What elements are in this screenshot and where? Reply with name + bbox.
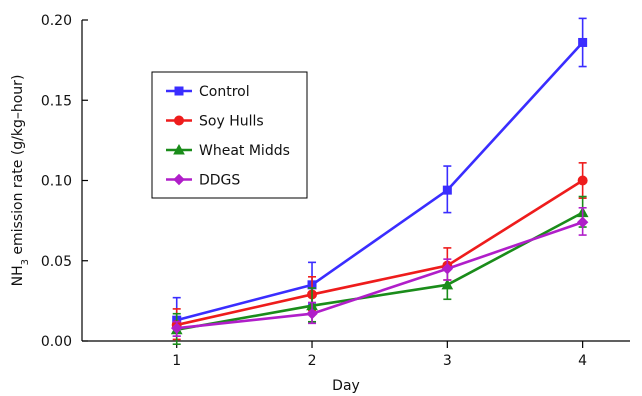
y-axis-title-rest: emission rate (g/kg–hour) xyxy=(10,75,26,259)
x-tick-label: 4 xyxy=(578,353,587,369)
legend-item-control: Control xyxy=(166,84,250,100)
legend-label: Soy Hulls xyxy=(199,114,264,130)
series-layer xyxy=(170,17,589,346)
y-axis-title-main: NH xyxy=(10,265,26,286)
x-tick-label: 1 xyxy=(172,353,181,369)
data-point-ddgs xyxy=(306,308,318,320)
data-point-control xyxy=(442,185,452,195)
legend-item-wheat-midds: Wheat Midds xyxy=(166,143,290,159)
legend-swatch-marker xyxy=(174,115,184,126)
axes: 0.00 0.05 0.10 0.15 0.20 1 2 3 4 xyxy=(41,13,630,369)
x-tick-label: 2 xyxy=(308,353,317,369)
series-line-soy-hulls xyxy=(176,179,584,327)
y-axis-title: NH3 emission rate (g/kg–hour) xyxy=(10,75,31,287)
legend-item-ddgs: DDGS xyxy=(166,173,240,189)
legend-label: Control xyxy=(199,84,250,100)
y-tick-label: 0.00 xyxy=(41,334,72,350)
data-point-wheat-midds xyxy=(441,278,454,290)
data-point-ddgs xyxy=(171,322,183,334)
y-tick-label: 0.20 xyxy=(41,13,72,29)
legend-label: Wheat Midds xyxy=(199,143,290,159)
series-ddgs xyxy=(171,206,589,337)
legend-swatch-marker xyxy=(173,173,185,186)
series-line-wheat-midds xyxy=(176,211,584,332)
x-tick-label: 3 xyxy=(443,353,452,369)
y-tick-label: 0.10 xyxy=(41,174,72,190)
data-point-control xyxy=(578,37,588,47)
legend-swatch-marker xyxy=(174,86,184,96)
data-point-soy-hulls xyxy=(577,175,588,186)
y-tick-label: 0.05 xyxy=(41,254,72,270)
x-axis-title: Day xyxy=(332,378,360,394)
legend-swatch-marker xyxy=(173,143,185,155)
data-point-ddgs xyxy=(441,263,454,275)
series-line-control xyxy=(176,41,584,322)
legend-item-soy-hulls: Soy Hulls xyxy=(166,114,264,130)
y-tick-label: 0.15 xyxy=(41,93,72,109)
y-axis-title-subscript: 3 xyxy=(20,259,31,265)
legend: Control Soy Hulls Wheat Midds DDGS xyxy=(151,71,308,199)
series-line-ddgs xyxy=(176,221,584,330)
legend-label: DDGS xyxy=(199,173,240,189)
data-point-ddgs xyxy=(576,216,589,228)
